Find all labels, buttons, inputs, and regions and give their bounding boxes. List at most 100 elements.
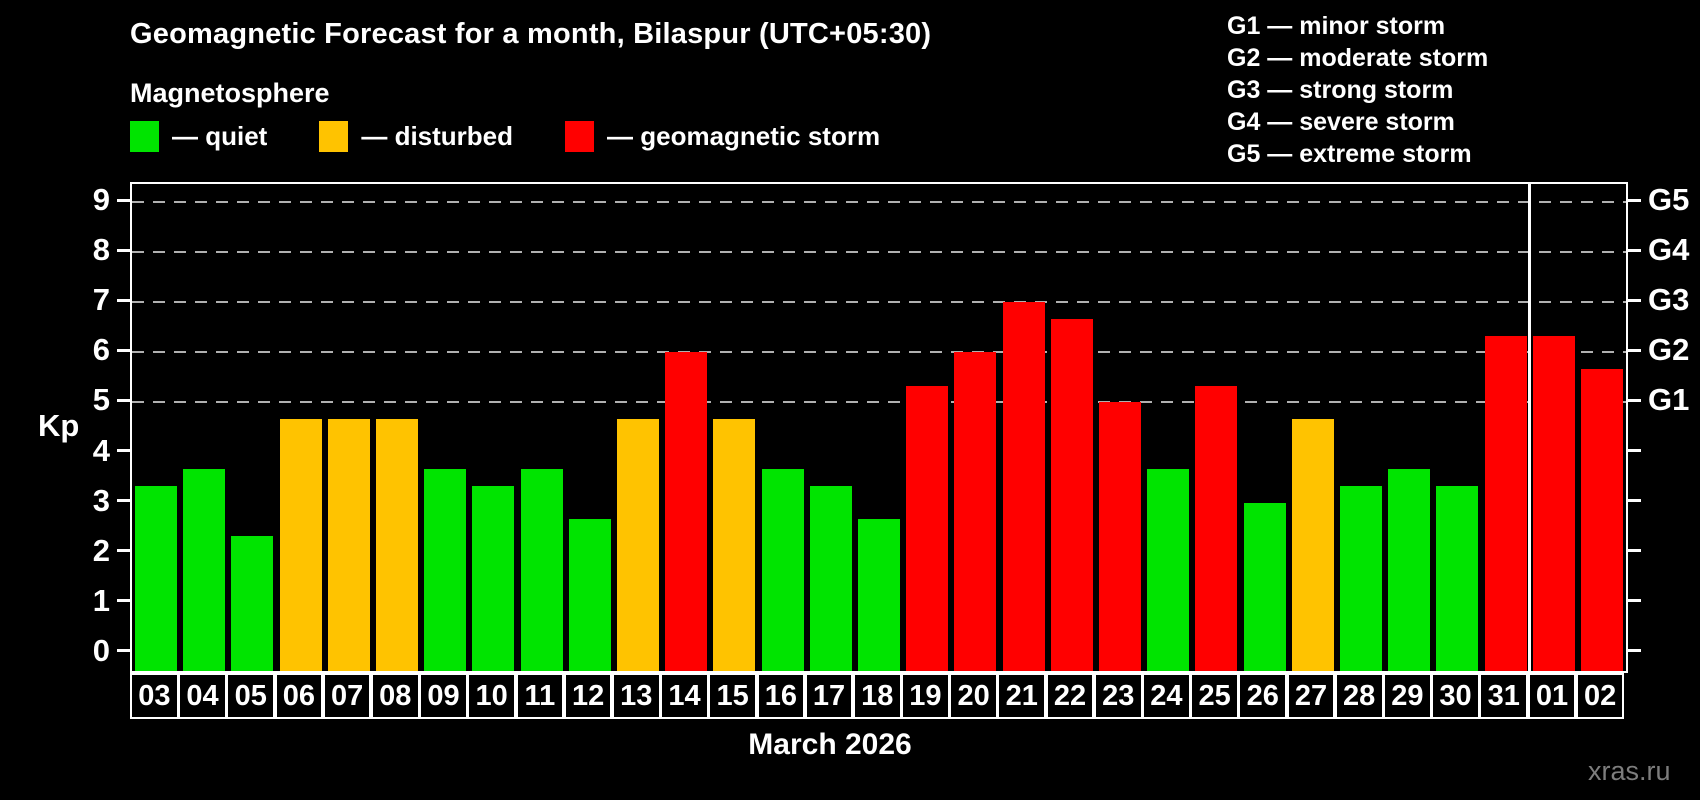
y-tick-label-6: 6 <box>92 332 110 368</box>
right-tick-kp5 <box>1628 398 1641 402</box>
bar-day-01 <box>1532 335 1575 671</box>
right-tick-kp3 <box>1628 499 1641 503</box>
left-tick-kp5 <box>117 398 130 402</box>
day-label-27: 27 <box>1286 673 1336 719</box>
bar-day-30 <box>1436 486 1479 671</box>
right-tick-kp1 <box>1628 599 1641 603</box>
bar-day-26 <box>1243 502 1286 671</box>
right-tick-kp8 <box>1628 248 1641 252</box>
bar-day-03 <box>135 486 178 671</box>
right-tick-kp0 <box>1628 649 1641 653</box>
day-label-09: 09 <box>419 673 468 719</box>
day-label-25: 25 <box>1190 673 1239 719</box>
left-tick-kp9 <box>117 198 130 202</box>
bar-day-09 <box>424 469 467 671</box>
day-label-03: 03 <box>130 673 179 719</box>
legend-item-disturbed: — disturbed <box>319 121 513 152</box>
bar-day-18 <box>858 519 900 671</box>
page-title: Geomagnetic Forecast for a month, Bilasp… <box>130 18 932 50</box>
g-axis-label-G4: G4 <box>1648 232 1690 268</box>
bar-day-17 <box>809 486 852 671</box>
day-label-20: 20 <box>949 673 998 719</box>
watermark: xras.ru <box>1588 756 1671 786</box>
y-tick-label-1: 1 <box>92 582 110 618</box>
grid-line-kp7 <box>132 301 1626 304</box>
left-tick-kp8 <box>117 248 130 252</box>
bar-day-11 <box>520 469 563 671</box>
grid-line-kp6 <box>132 351 1626 354</box>
left-tick-kp3 <box>117 499 130 503</box>
bar-day-04 <box>183 469 226 671</box>
g-legend-line-g1: G1 — minor storm <box>1227 12 1446 40</box>
right-tick-kp7 <box>1628 298 1641 302</box>
bar-day-20 <box>954 352 997 671</box>
bar-day-16 <box>761 469 804 671</box>
day-label-08: 08 <box>370 673 420 719</box>
g-legend-line-g5: G5 — extreme storm <box>1227 140 1472 168</box>
kp-bar-chart-plot-area <box>130 182 1628 673</box>
grid-line-kp8 <box>132 251 1626 254</box>
y-tick-label-9: 9 <box>92 182 110 218</box>
g-axis-label-G5: G5 <box>1648 182 1690 218</box>
bar-day-24 <box>1147 469 1190 671</box>
day-label-24: 24 <box>1142 673 1191 719</box>
day-label-02: 02 <box>1575 673 1625 719</box>
day-label-15: 15 <box>708 673 757 719</box>
g-legend-line-g4: G4 — severe storm <box>1227 108 1455 136</box>
day-label-28: 28 <box>1334 673 1384 719</box>
day-label-30: 30 <box>1431 673 1480 719</box>
legend-label-quiet: — quiet <box>172 121 268 151</box>
day-label-16: 16 <box>756 673 806 719</box>
month-separator-line <box>1528 184 1532 671</box>
disturbed-color-swatch <box>319 121 349 152</box>
day-label-12: 12 <box>563 673 613 719</box>
bar-day-23 <box>1098 402 1141 671</box>
bar-day-12 <box>568 519 611 671</box>
day-label-26: 26 <box>1238 673 1288 719</box>
g-axis-label-G1: G1 <box>1648 382 1690 418</box>
right-tick-kp6 <box>1628 348 1641 352</box>
g-axis-label-G3: G3 <box>1648 282 1690 318</box>
storm-color-swatch <box>565 121 595 152</box>
day-label-11: 11 <box>515 673 565 719</box>
bar-day-29 <box>1388 469 1431 671</box>
bar-day-06 <box>279 418 322 671</box>
day-label-01: 01 <box>1527 673 1577 719</box>
day-label-18: 18 <box>852 673 902 719</box>
y-tick-label-3: 3 <box>92 482 110 518</box>
legend-item-storm: — geomagnetic storm <box>565 121 880 152</box>
left-tick-kp2 <box>117 549 130 553</box>
day-label-13: 13 <box>611 673 661 719</box>
g-legend-line-g3: G3 — strong storm <box>1227 76 1454 104</box>
bar-day-02 <box>1580 368 1623 671</box>
y-tick-label-7: 7 <box>92 282 110 318</box>
bar-day-31 <box>1484 335 1527 671</box>
bar-day-28 <box>1339 486 1382 671</box>
left-tick-kp1 <box>117 599 130 603</box>
day-label-06: 06 <box>274 673 324 719</box>
day-label-14: 14 <box>660 673 709 719</box>
bar-day-10 <box>472 486 515 671</box>
day-label-29: 29 <box>1383 673 1432 719</box>
bar-day-08 <box>376 418 419 671</box>
day-label-04: 04 <box>178 673 227 719</box>
left-tick-kp6 <box>117 348 130 352</box>
magnetosphere-subtitle: Magnetosphere <box>130 78 330 108</box>
bar-day-05 <box>231 536 274 671</box>
left-tick-kp7 <box>117 298 130 302</box>
day-label-17: 17 <box>804 673 854 719</box>
bar-day-15 <box>713 418 756 671</box>
legend-label-disturbed: — disturbed <box>361 121 514 151</box>
day-label-23: 23 <box>1093 673 1143 719</box>
bar-day-13 <box>617 418 660 671</box>
bar-day-14 <box>665 352 708 671</box>
g-scale-legend: G1 — minor storm G2 — moderate storm G3 … <box>1227 10 1488 170</box>
bar-day-19 <box>906 385 949 671</box>
x-axis-title: March 2026 <box>748 728 912 761</box>
grid-line-kp9 <box>132 201 1626 204</box>
right-tick-kp2 <box>1628 549 1641 553</box>
bar-day-21 <box>1002 302 1045 671</box>
day-label-05: 05 <box>226 673 276 719</box>
right-tick-kp4 <box>1628 449 1641 453</box>
